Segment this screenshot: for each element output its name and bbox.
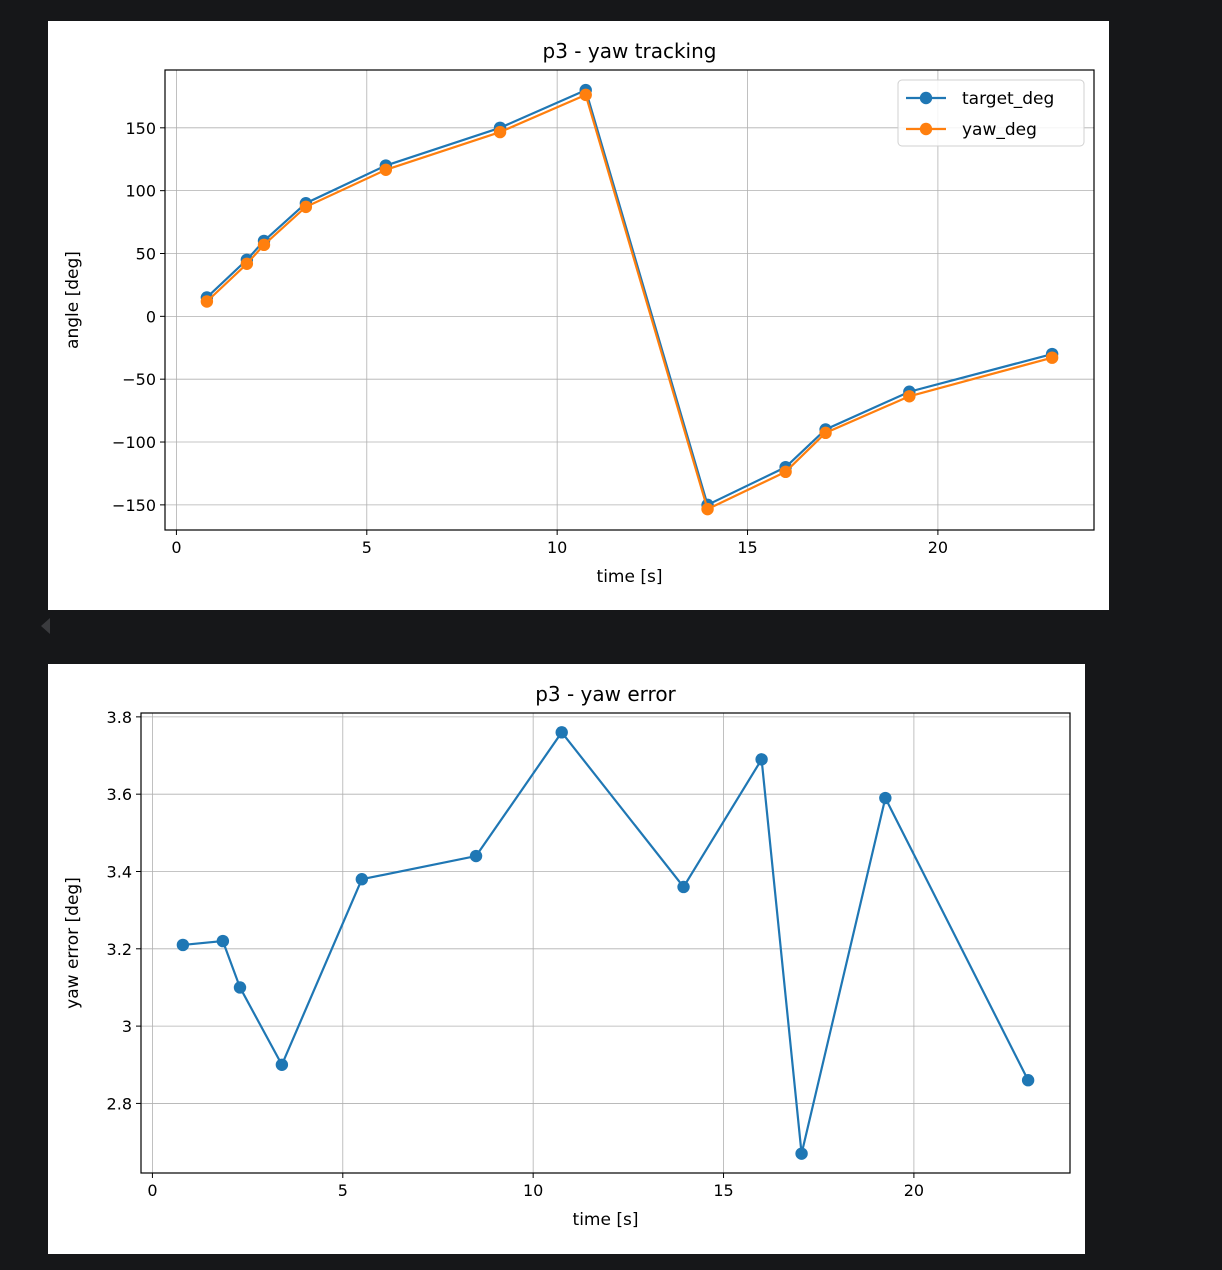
data-point xyxy=(379,163,393,176)
chart-title: p3 - yaw error xyxy=(535,682,676,706)
x-tick-label: 5 xyxy=(338,1181,348,1200)
data-point xyxy=(579,88,592,102)
data-point xyxy=(493,125,507,139)
data-point xyxy=(755,753,768,766)
y-tick-label: 2.8 xyxy=(107,1094,132,1113)
plot-frame xyxy=(140,712,1071,1174)
y-tick-label: 3.6 xyxy=(107,785,132,804)
yaw-tracking-plot: 0 5 10 15 20 −150 −100 −50 0 50 100 150 p3 - yaw tra… xyxy=(63,39,1095,587)
data-point xyxy=(355,873,369,886)
legend-label: yaw_deg xyxy=(962,120,1037,140)
data-point xyxy=(779,465,792,479)
x-tick-label: 15 xyxy=(737,538,757,557)
data-point xyxy=(257,238,271,252)
legend: target_deg yaw_deg xyxy=(897,79,1085,147)
series-line xyxy=(206,93,1053,511)
y-tick-label: 100 xyxy=(125,182,156,201)
series-series0 xyxy=(176,726,1035,1160)
y-tick-label: 150 xyxy=(125,119,156,138)
data-point xyxy=(1021,1074,1035,1087)
yaw-tracking-chart: 0 5 10 15 20 −150 −100 −50 0 50 100 150 p3 - yaw tra… xyxy=(48,21,1109,610)
x-tick-label: 10 xyxy=(523,1181,543,1200)
y-tick-label: −150 xyxy=(112,496,156,515)
data-point xyxy=(216,934,230,948)
plot-frame xyxy=(164,69,1095,531)
x-tick-label: 0 xyxy=(147,1181,157,1200)
data-point xyxy=(176,938,190,952)
yaw-error-plot: 0 5 10 15 20 2.8 3 3.2 3.4 3.6 3.8 p3 - yaw error ti… xyxy=(63,682,1071,1230)
data-point xyxy=(240,257,254,271)
x-axis-label: time [s] xyxy=(573,1210,639,1230)
data-point xyxy=(555,726,568,739)
series-line xyxy=(206,88,1053,507)
yaw-error-chart: 0 5 10 15 20 2.8 3 3.2 3.4 3.6 3.8 p3 - yaw error ti… xyxy=(48,664,1085,1254)
data-point xyxy=(903,390,916,403)
legend-entry-yaw_deg: yaw_deg xyxy=(906,120,1037,140)
y-tick-label: 3.4 xyxy=(107,862,132,881)
data-point xyxy=(275,1058,289,1071)
data-point xyxy=(299,200,313,214)
series-line xyxy=(182,730,1030,1154)
x-tick-label: 10 xyxy=(547,538,567,557)
y-tick-label: 3.8 xyxy=(107,708,132,727)
data-point xyxy=(795,1147,808,1160)
data-point xyxy=(701,502,714,516)
legend-marker xyxy=(919,91,933,105)
data-point xyxy=(200,295,214,308)
data-point xyxy=(233,981,247,994)
y-tick-label: 50 xyxy=(136,244,156,263)
y-tick-label: 0 xyxy=(146,307,156,326)
x-tick-label: 20 xyxy=(904,1181,924,1200)
legend-label: target_deg xyxy=(962,89,1054,109)
y-tick-label: −100 xyxy=(112,433,156,452)
y-tick-label: 3.2 xyxy=(107,940,132,959)
chart-title: p3 - yaw tracking xyxy=(543,39,717,63)
data-point xyxy=(677,880,690,894)
data-point xyxy=(469,849,483,863)
legend-marker xyxy=(919,122,933,136)
data-point xyxy=(819,426,832,440)
x-tick-label: 5 xyxy=(362,538,372,557)
collapse-arrow-icon[interactable] xyxy=(41,618,50,634)
data-point xyxy=(1045,351,1059,364)
x-tick-label: 0 xyxy=(171,538,181,557)
y-axis-label: yaw error [deg] xyxy=(63,877,83,1009)
y-tick-label: −50 xyxy=(122,370,156,389)
x-tick-label: 20 xyxy=(928,538,948,557)
data-point xyxy=(879,791,892,805)
x-axis-label: time [s] xyxy=(597,567,663,587)
y-tick-label: 3 xyxy=(122,1017,132,1036)
series-yaw_deg xyxy=(200,88,1059,516)
legend-entry-target_deg: target_deg xyxy=(906,89,1054,109)
y-axis-label: angle [deg] xyxy=(63,251,83,349)
x-tick-label: 15 xyxy=(713,1181,733,1200)
series-target_deg xyxy=(200,83,1059,512)
